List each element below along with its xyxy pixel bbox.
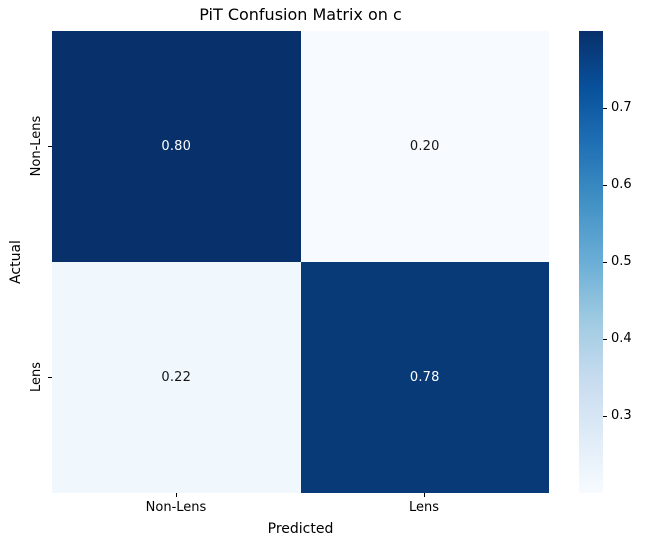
colorbar-tick-mark-0 — [603, 108, 607, 109]
x-tick-mark-0 — [176, 493, 177, 497]
colorbar — [579, 31, 603, 493]
y-axis-label: Actual — [8, 240, 24, 284]
colorbar-tick-label-2: 0.5 — [611, 254, 632, 269]
y-tick-label-nonlens: Non-Lens — [29, 115, 44, 177]
cell-value-r1c1: 0.78 — [409, 370, 440, 385]
colorbar-tick-mark-4 — [603, 416, 607, 417]
colorbar-tick-label-0: 0.7 — [611, 100, 632, 115]
cell-value-r0c0: 0.80 — [161, 139, 192, 154]
heatmap-cell-r0c1: 0.20 — [300, 31, 549, 262]
cell-value-r0c1: 0.20 — [409, 139, 440, 154]
x-tick-label-lens: Lens — [408, 500, 440, 515]
colorbar-tick-label-1: 0.6 — [611, 177, 632, 192]
heatmap-cell-r1c0: 0.22 — [52, 262, 301, 493]
colorbar-tick-label-4: 0.3 — [611, 408, 632, 423]
heatmap: 0.80 0.20 0.22 0.78 — [52, 31, 549, 493]
x-tick-label-nonlens: Non-Lens — [145, 500, 207, 515]
colorbar-tick-label-3: 0.4 — [611, 331, 632, 346]
cell-value-r1c0: 0.22 — [161, 370, 192, 385]
y-tick-mark-0 — [48, 146, 52, 147]
colorbar-tick-mark-3 — [603, 339, 607, 340]
chart-title: PiT Confusion Matrix on c — [199, 5, 402, 24]
heatmap-cell-r1c1: 0.78 — [300, 262, 549, 493]
colorbar-tick-mark-2 — [603, 262, 607, 263]
colorbar-tick-mark-1 — [603, 185, 607, 186]
x-axis-label: Predicted — [267, 521, 334, 537]
x-tick-mark-1 — [424, 493, 425, 497]
y-tick-mark-1 — [48, 377, 52, 378]
y-tick-label-lens: Lens — [29, 361, 44, 393]
heatmap-cell-r0c0: 0.80 — [52, 31, 301, 262]
